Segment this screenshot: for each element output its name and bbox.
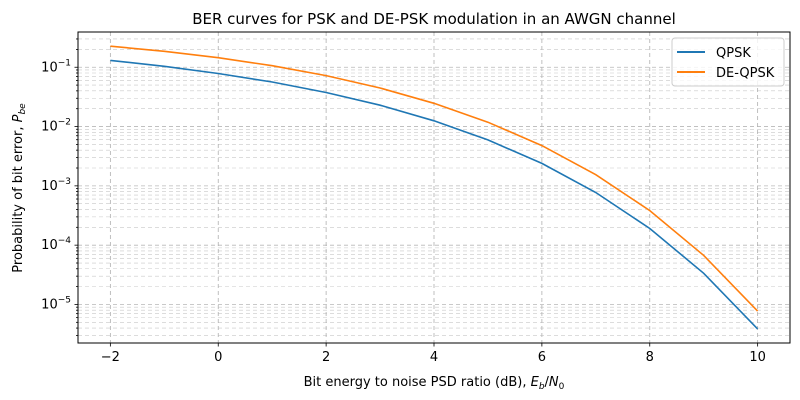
legend-label-qpsk: QPSK <box>716 46 751 61</box>
y-tick-label: 10−4 <box>41 236 71 253</box>
y-tick-label: 10−1 <box>41 58 71 75</box>
x-tick-label: 2 <box>322 350 330 365</box>
series-line-de-qpsk <box>110 45 759 312</box>
y-tick-label: 10−5 <box>41 295 71 312</box>
x-tick-label: 8 <box>646 350 654 365</box>
x-tick-label: 10 <box>749 350 766 365</box>
ticks: 10−1 10−2 10−3 10−4 10−5 −2 0 2 4 6 8 10 <box>41 38 766 365</box>
chart-title: BER curves for PSK and DE-PSK modulation… <box>192 10 676 28</box>
y-axis-label: Probability of bit error, Pbe <box>11 103 28 273</box>
series-lines <box>110 45 759 330</box>
x-tick-label: 4 <box>430 350 438 365</box>
x-tick-label: 0 <box>214 350 222 365</box>
x-tick-label: −2 <box>101 350 120 365</box>
y-tick-label: 10−3 <box>41 177 71 194</box>
x-tick-label: 6 <box>538 350 546 365</box>
y-tick-label: 10−2 <box>41 118 71 135</box>
legend-label-de-qpsk: DE-QPSK <box>716 66 775 81</box>
series-line-qpsk <box>110 59 759 330</box>
x-axis-label: Bit energy to noise PSD ratio (dB), Eb/N… <box>304 375 565 392</box>
legend-box <box>671 37 785 87</box>
legend: QPSK DE-QPSK <box>671 37 785 87</box>
